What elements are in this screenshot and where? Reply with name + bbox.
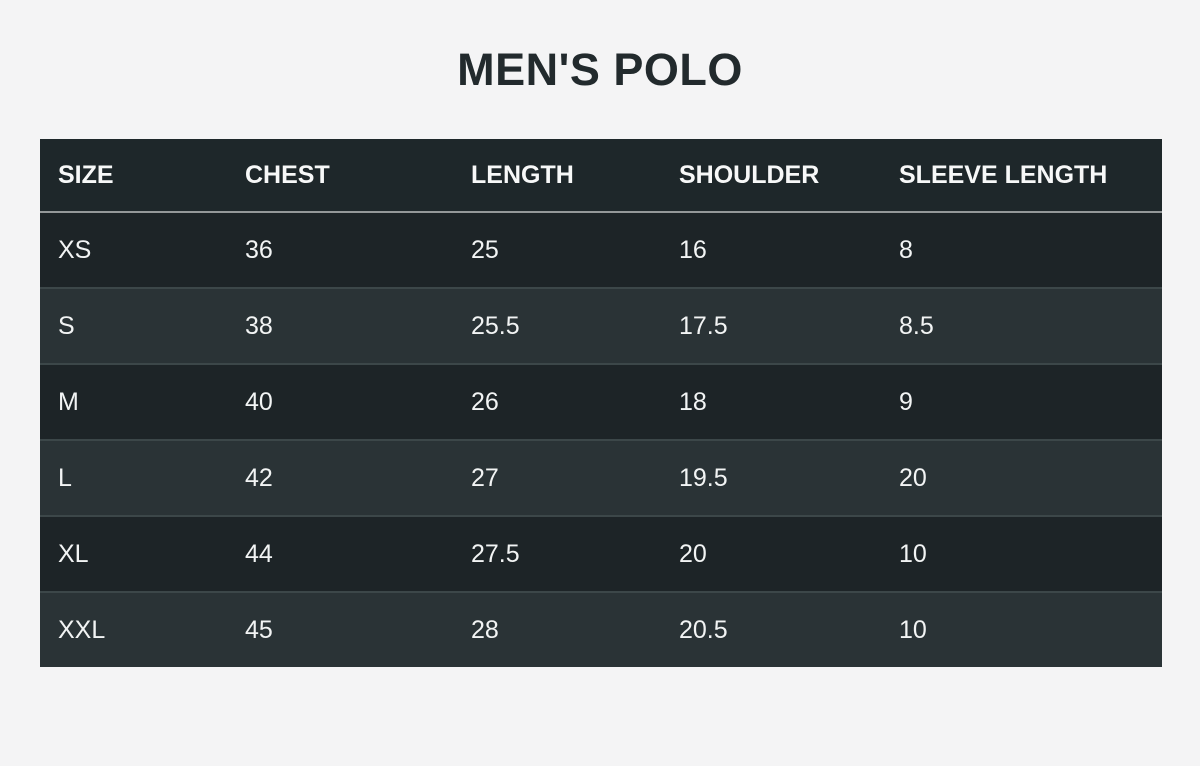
cell-chest: 45 — [227, 591, 453, 667]
cell-length: 25 — [453, 213, 661, 287]
cell-shoulder: 17.5 — [661, 287, 881, 363]
cell-shoulder: 20 — [661, 515, 881, 591]
size-chart-table: SIZE CHEST LENGTH SHOULDER SLEEVE LENGTH… — [40, 139, 1162, 667]
column-header-shoulder: SHOULDER — [661, 139, 881, 213]
size-chart-container: SIZE CHEST LENGTH SHOULDER SLEEVE LENGTH… — [40, 139, 1162, 667]
cell-shoulder: 20.5 — [661, 591, 881, 667]
cell-sleeve-length: 8.5 — [881, 287, 1162, 363]
cell-sleeve-length: 10 — [881, 591, 1162, 667]
cell-chest: 42 — [227, 439, 453, 515]
cell-chest: 40 — [227, 363, 453, 439]
table-row-m: M 40 26 18 9 — [40, 363, 1162, 439]
column-header-sleeve-length: SLEEVE LENGTH — [881, 139, 1162, 213]
table-row-xl: XL 44 27.5 20 10 — [40, 515, 1162, 591]
cell-size: XXL — [40, 591, 227, 667]
cell-length: 28 — [453, 591, 661, 667]
table-row-xxl: XXL 45 28 20.5 10 — [40, 591, 1162, 667]
cell-sleeve-length: 20 — [881, 439, 1162, 515]
cell-sleeve-length: 10 — [881, 515, 1162, 591]
cell-size: XS — [40, 213, 227, 287]
cell-chest: 44 — [227, 515, 453, 591]
cell-size: M — [40, 363, 227, 439]
cell-chest: 36 — [227, 213, 453, 287]
column-header-chest: CHEST — [227, 139, 453, 213]
cell-shoulder: 16 — [661, 213, 881, 287]
table-body: XS 36 25 16 8 S 38 25.5 17.5 8.5 M 40 26… — [40, 213, 1162, 667]
cell-sleeve-length: 8 — [881, 213, 1162, 287]
cell-shoulder: 18 — [661, 363, 881, 439]
cell-size: L — [40, 439, 227, 515]
page-title: MEN'S POLO — [457, 44, 743, 95]
table-header: SIZE CHEST LENGTH SHOULDER SLEEVE LENGTH — [40, 139, 1162, 213]
column-header-size: SIZE — [40, 139, 227, 213]
cell-length: 25.5 — [453, 287, 661, 363]
cell-length: 26 — [453, 363, 661, 439]
table-row-xs: XS 36 25 16 8 — [40, 213, 1162, 287]
cell-shoulder: 19.5 — [661, 439, 881, 515]
header-row: SIZE CHEST LENGTH SHOULDER SLEEVE LENGTH — [40, 139, 1162, 213]
cell-sleeve-length: 9 — [881, 363, 1162, 439]
table-row-s: S 38 25.5 17.5 8.5 — [40, 287, 1162, 363]
cell-length: 27.5 — [453, 515, 661, 591]
cell-chest: 38 — [227, 287, 453, 363]
table-row-l: L 42 27 19.5 20 — [40, 439, 1162, 515]
cell-length: 27 — [453, 439, 661, 515]
cell-size: XL — [40, 515, 227, 591]
column-header-length: LENGTH — [453, 139, 661, 213]
cell-size: S — [40, 287, 227, 363]
